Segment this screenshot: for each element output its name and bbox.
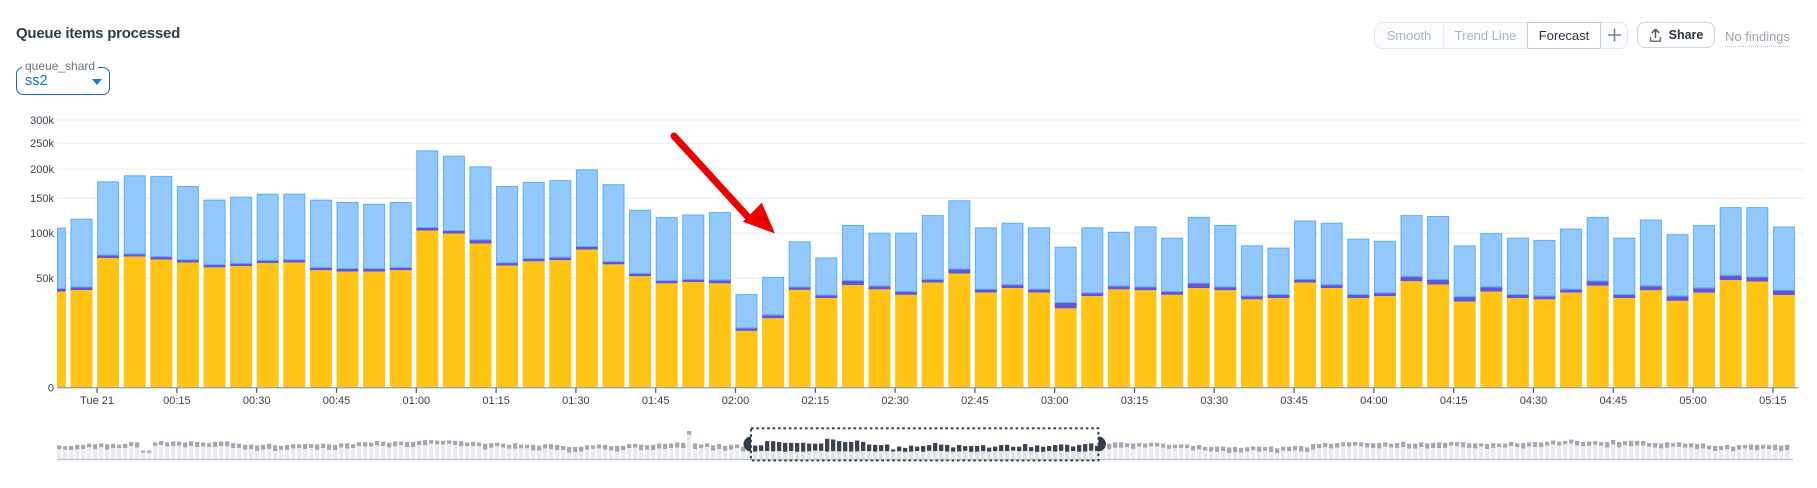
svg-text:01:15: 01:15 <box>482 395 510 407</box>
svg-text:250k: 250k <box>30 138 54 150</box>
svg-text:0: 0 <box>48 382 54 394</box>
svg-text:50k: 50k <box>36 273 54 285</box>
svg-text:02:30: 02:30 <box>881 395 909 407</box>
svg-text:05:00: 05:00 <box>1679 395 1707 407</box>
svg-text:04:00: 04:00 <box>1360 395 1388 407</box>
svg-text:Tue 21: Tue 21 <box>80 395 114 407</box>
svg-text:01:00: 01:00 <box>403 395 431 407</box>
svg-text:05:15: 05:15 <box>1759 395 1787 407</box>
svg-text:00:15: 00:15 <box>163 395 191 407</box>
svg-text:04:15: 04:15 <box>1440 395 1468 407</box>
svg-text:03:00: 03:00 <box>1041 395 1069 407</box>
svg-text:01:30: 01:30 <box>562 395 590 407</box>
svg-text:100k: 100k <box>30 228 54 240</box>
svg-text:03:30: 03:30 <box>1201 395 1229 407</box>
svg-text:02:00: 02:00 <box>722 395 750 407</box>
svg-text:03:45: 03:45 <box>1280 395 1308 407</box>
svg-text:04:30: 04:30 <box>1520 395 1548 407</box>
svg-text:02:15: 02:15 <box>802 395 830 407</box>
svg-text:150k: 150k <box>30 193 54 205</box>
svg-text:200k: 200k <box>30 164 54 176</box>
svg-text:300k: 300k <box>30 115 54 127</box>
svg-text:04:45: 04:45 <box>1600 395 1628 407</box>
svg-text:00:45: 00:45 <box>323 395 351 407</box>
svg-text:01:45: 01:45 <box>642 395 670 407</box>
svg-text:02:45: 02:45 <box>961 395 989 407</box>
svg-text:00:30: 00:30 <box>243 395 271 407</box>
svg-text:03:15: 03:15 <box>1121 395 1149 407</box>
